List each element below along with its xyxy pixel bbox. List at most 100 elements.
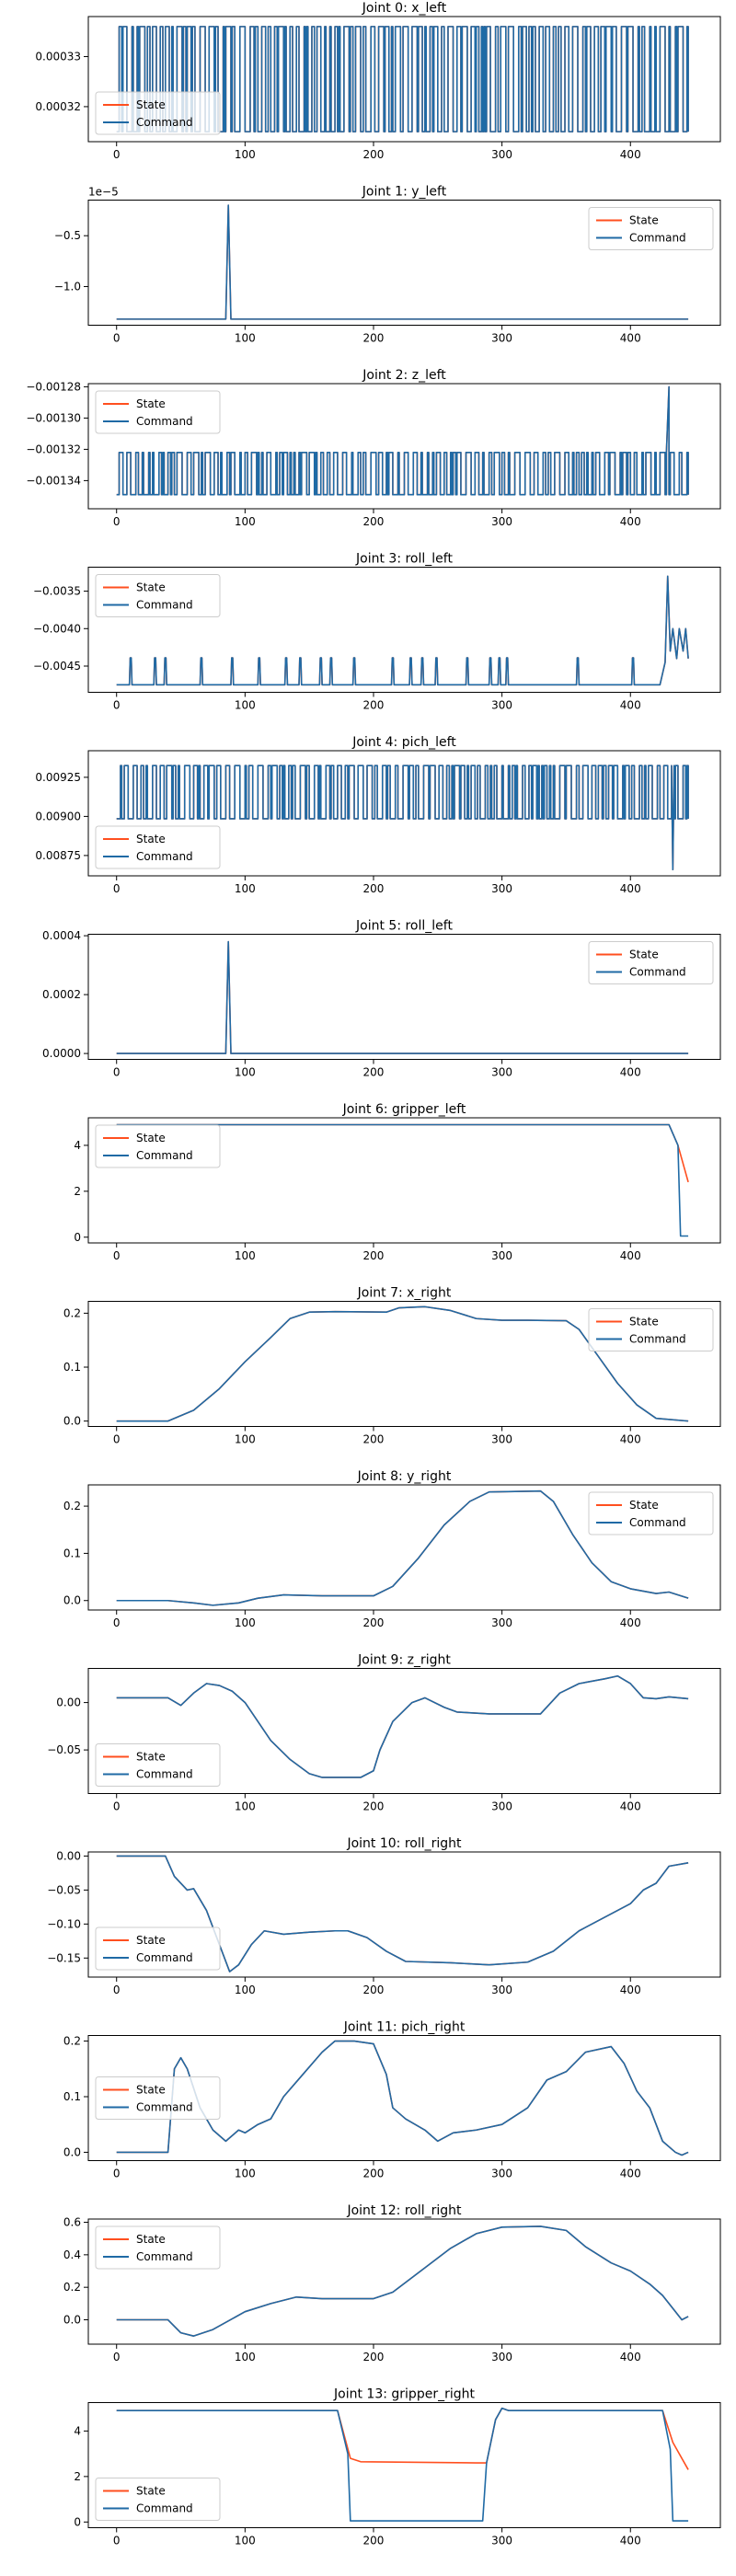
plot-frame	[87, 16, 721, 143]
x-tick-label: 400	[620, 1984, 641, 1996]
chart-title: Joint 6: gripper_left	[342, 1102, 466, 1117]
x-tick-label: 100	[235, 699, 256, 712]
x-tick-label: 400	[620, 148, 641, 161]
legend-box	[95, 1743, 221, 1787]
series-group	[116, 1305, 689, 1422]
series-group	[116, 575, 689, 686]
y-tick-label: 0.1	[63, 1547, 81, 1559]
legend-label-state: State	[136, 1751, 166, 1764]
chart-panel-7: Joint 7: x_right 0 100 200 300 400 0.0 0.1 0.2 St…	[63, 1286, 721, 1446]
y-tick-label: 0.00	[56, 1849, 81, 1862]
legend-label-command: Command	[629, 232, 686, 245]
y-tick-label: 0.2	[63, 1500, 81, 1512]
legend-box	[95, 2478, 221, 2521]
chart-title: Joint 12: roll_right	[346, 2203, 462, 2218]
chart-title: Joint 9: z_right	[357, 1653, 451, 1668]
y-tick-label: −0.0045	[33, 660, 81, 673]
series-group	[116, 1674, 689, 1778]
chart-panel-2: Joint 2: z_left 0 100 200 300 400 −0.00134 −0.0…	[26, 368, 721, 528]
y-tick-label: 0.00900	[35, 810, 81, 822]
x-tick-label: 300	[491, 515, 512, 528]
y-tick-label: 0.0000	[42, 1047, 81, 1060]
legend: State Command	[95, 825, 221, 869]
y-tick-label: 0.0	[63, 1415, 81, 1428]
y-tick-label: 4	[74, 1139, 81, 1152]
chart-title: Joint 8: y_right	[357, 1469, 452, 1484]
x-tick-label: 400	[620, 1249, 641, 1262]
series-line-command	[116, 940, 689, 1054]
x-tick-label: 300	[491, 2535, 512, 2547]
chart-title: Joint 13: gripper_right	[333, 2387, 475, 2402]
plot-frame	[87, 567, 721, 693]
x-tick-label: 200	[363, 1616, 385, 1629]
x-tick-label: 300	[491, 1800, 512, 1813]
x-tick-label: 0	[113, 699, 121, 712]
x-tick-label: 0	[113, 1800, 121, 1813]
legend-label-state: State	[136, 2084, 166, 2097]
legend-box	[95, 1926, 221, 1971]
y-tick-label: 0.2	[63, 1306, 81, 1319]
y-tick-label: −0.05	[47, 1883, 81, 1896]
chart-panel-10: Joint 10: roll_right 0 100 200 300 400 0.00 −0.…	[47, 1836, 721, 1996]
series-group	[116, 765, 689, 870]
y-tick-label: −0.10	[47, 1917, 81, 1930]
legend-label-state: State	[136, 98, 166, 111]
x-tick-label: 100	[235, 2351, 256, 2363]
chart-panel-8: Joint 8: y_right 0 100 200 300 400 0.0 0.1 0.2 St…	[63, 1469, 721, 1629]
series-line-command	[116, 1305, 689, 1422]
series-group	[116, 1489, 689, 1606]
y-tick-label: 0.00925	[35, 771, 81, 784]
x-tick-label: 100	[235, 882, 256, 895]
x-tick-label: 100	[235, 2535, 256, 2547]
legend-label-state: State	[136, 1132, 166, 1144]
x-tick-label: 300	[491, 882, 512, 895]
x-tick-label: 0	[113, 1616, 121, 1629]
legend-label-command: Command	[136, 2101, 193, 2114]
y-tick-label: −0.00130	[26, 411, 81, 424]
plot-frame	[87, 2402, 721, 2528]
x-tick-label: 200	[363, 2535, 385, 2547]
series-group	[116, 940, 689, 1054]
y-tick-label: 2	[74, 2470, 81, 2483]
legend-box	[95, 825, 221, 869]
x-tick-label: 300	[491, 332, 512, 345]
x-tick-label: 0	[113, 882, 121, 895]
chart-title: Joint 5: roll_left	[355, 919, 453, 934]
x-tick-label: 400	[620, 699, 641, 712]
legend-box	[588, 1308, 714, 1351]
series-line-command	[116, 204, 689, 320]
plot-frame	[87, 1668, 721, 1794]
chart-title: Joint 11: pich_right	[343, 2020, 466, 2035]
y-tick-label: 0.2	[63, 2035, 81, 2048]
x-tick-label: 400	[620, 2168, 641, 2180]
legend-box	[95, 2225, 221, 2270]
legend: State Command	[95, 1124, 221, 1168]
y-offset-label: 1e−5	[88, 186, 119, 199]
series-line-command	[116, 2040, 689, 2156]
x-tick-label: 400	[620, 1433, 641, 1446]
y-tick-label: 0.4	[63, 2248, 81, 2261]
legend: State Command	[588, 941, 714, 984]
y-tick-label: 0.00033	[35, 51, 81, 63]
legend: State Command	[95, 2076, 221, 2120]
x-tick-label: 400	[620, 1800, 641, 1813]
y-tick-label: −0.05	[47, 1743, 81, 1756]
x-tick-label: 0	[113, 2168, 121, 2180]
y-tick-label: 0.0	[63, 2314, 81, 2327]
x-tick-label: 300	[491, 148, 512, 161]
legend-label-command: Command	[136, 116, 193, 129]
legend-label-state: State	[136, 1934, 166, 1947]
y-tick-label: 0.0002	[42, 988, 81, 1001]
x-tick-label: 400	[620, 515, 641, 528]
legend: State Command	[95, 1926, 221, 1971]
y-tick-label: −1.0	[54, 280, 81, 293]
x-tick-label: 300	[491, 1249, 512, 1262]
y-tick-label: 0.0004	[42, 929, 81, 942]
x-tick-label: 100	[235, 515, 256, 528]
x-tick-label: 300	[491, 2168, 512, 2180]
x-tick-label: 400	[620, 2351, 641, 2363]
x-tick-label: 300	[491, 1433, 512, 1446]
series-line-command	[116, 2225, 689, 2337]
y-tick-label: −0.00128	[26, 380, 81, 393]
x-tick-label: 400	[620, 1066, 641, 1079]
